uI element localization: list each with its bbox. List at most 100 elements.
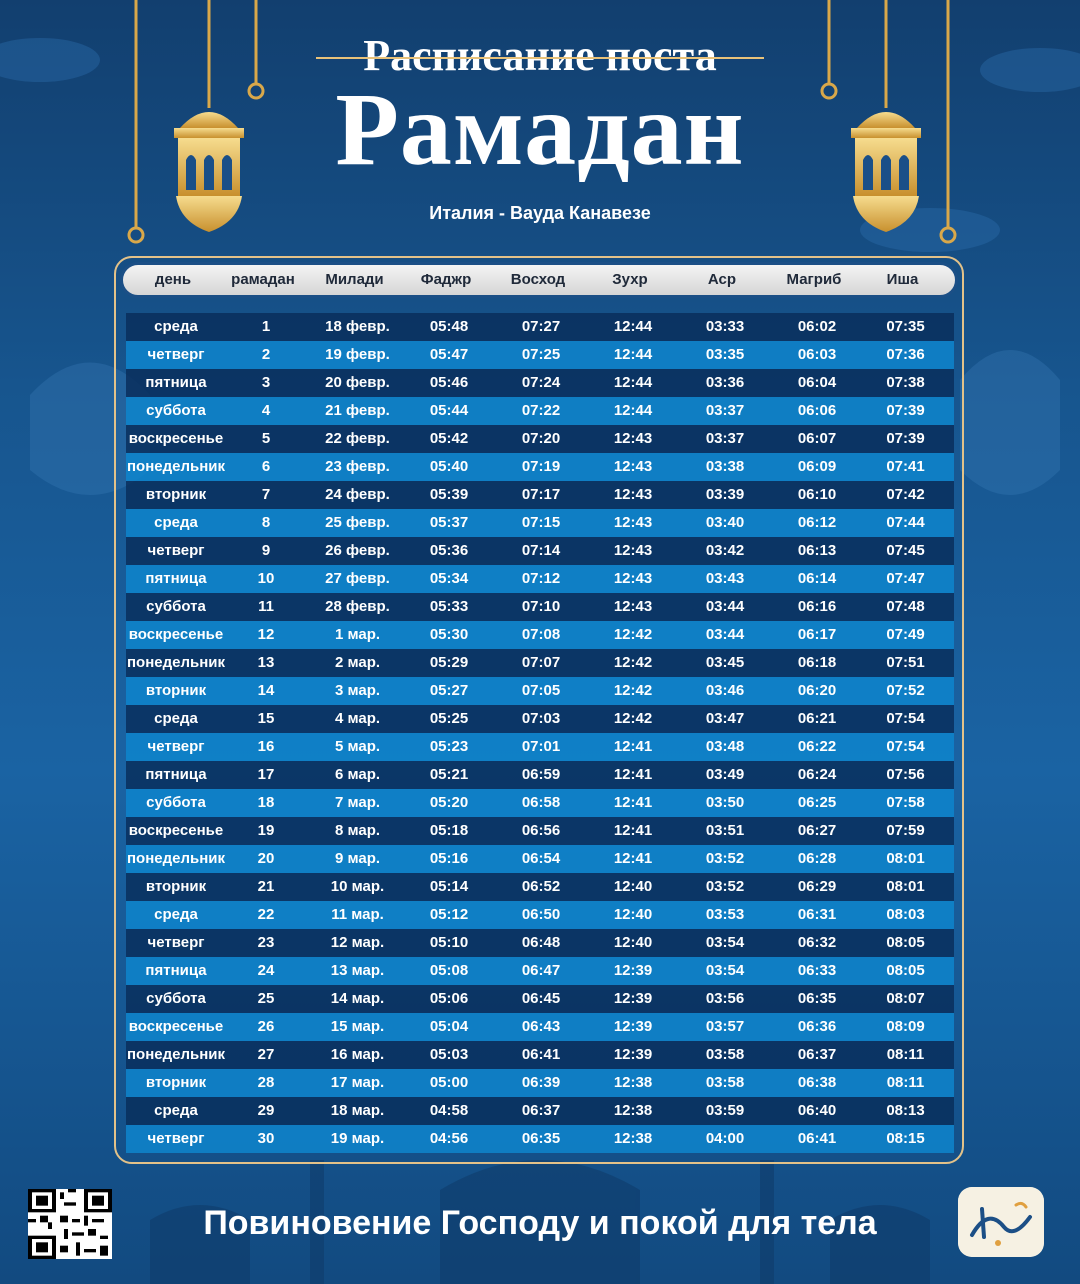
column-header-gregorian: Милади	[325, 271, 384, 288]
cell-fajr: 05:46	[429, 374, 469, 391]
cell-sunrise: 06:50	[521, 906, 561, 923]
column-header-ramadan: рамадан	[231, 271, 295, 288]
cell-asr: 03:58	[705, 1074, 745, 1091]
table-row: вторник 28 17 мар. 05:00 06:39 12:38 03:58 06:3…	[126, 1069, 954, 1097]
cell-sunrise: 06:48	[521, 934, 561, 951]
cell-day: воскресенье	[128, 430, 224, 447]
cell-maghrib: 06:12	[797, 514, 837, 531]
cell-day: среда	[154, 710, 198, 727]
cell-ramadan: 22	[257, 906, 275, 923]
cell-fajr: 05:00	[429, 1074, 469, 1091]
cell-dhuhr: 12:38	[613, 1102, 653, 1119]
cell-isha: 07:59	[886, 822, 925, 839]
cell-maghrib: 06:37	[797, 1046, 837, 1063]
cell-isha: 08:05	[886, 962, 925, 979]
cell-day: понедельник	[126, 654, 226, 671]
column-header-maghrib: Магриб	[786, 271, 842, 288]
cell-isha: 08:01	[886, 850, 925, 867]
cell-fajr: 05:21	[429, 766, 469, 783]
cell-sunrise: 07:05	[521, 682, 561, 699]
cell-asr: 03:44	[705, 626, 745, 643]
cell-fajr: 05:25	[429, 710, 469, 727]
cell-maghrib: 06:03	[797, 346, 837, 363]
cell-maghrib: 06:02	[797, 318, 837, 335]
cell-day: пятница	[145, 766, 207, 783]
table-row: пятница 3 20 февр. 05:46 07:24 12:44 03:36 06:0…	[126, 369, 954, 397]
cell-gregorian: 2 мар.	[334, 654, 381, 671]
cell-sunrise: 07:17	[521, 486, 561, 503]
table-row: воскресенье 12 1 мар. 05:30 07:08 12:42 03:44 0…	[126, 621, 954, 649]
cell-isha: 07:45	[886, 542, 925, 559]
cell-fajr: 05:47	[429, 346, 469, 363]
cell-asr: 03:50	[705, 794, 745, 811]
cell-dhuhr: 12:41	[613, 850, 653, 867]
cell-dhuhr: 12:43	[613, 486, 653, 503]
table-row: пятница 10 27 февр. 05:34 07:12 12:43 03:43 06:…	[126, 565, 954, 593]
table-row: пятница 17 6 мар. 05:21 06:59 12:41 03:49 06:24…	[126, 761, 954, 789]
cell-ramadan: 25	[257, 990, 275, 1007]
cell-ramadan: 26	[257, 1018, 275, 1035]
cell-sunrise: 07:08	[521, 626, 561, 643]
cell-dhuhr: 12:41	[613, 794, 653, 811]
cell-asr: 03:53	[705, 906, 745, 923]
cell-gregorian: 17 мар.	[330, 1074, 385, 1091]
cell-maghrib: 06:33	[797, 962, 837, 979]
cell-ramadan: 1	[261, 318, 271, 335]
cell-dhuhr: 12:44	[613, 346, 653, 363]
cell-ramadan: 14	[257, 682, 275, 699]
cell-asr: 03:49	[705, 766, 745, 783]
cell-asr: 03:46	[705, 682, 745, 699]
table-row: вторник 21 10 мар. 05:14 06:52 12:40 03:52 06:2…	[126, 873, 954, 901]
cell-ramadan: 19	[257, 822, 275, 839]
cell-isha: 08:05	[886, 934, 925, 951]
cell-gregorian: 23 февр.	[325, 458, 390, 475]
cell-fajr: 05:16	[429, 850, 469, 867]
table-row: четверг 16 5 мар. 05:23 07:01 12:41 03:48 06:22…	[126, 733, 954, 761]
cell-dhuhr: 12:44	[613, 374, 653, 391]
table-row: среда 22 11 мар. 05:12 06:50 12:40 03:53 06:31 0…	[126, 901, 954, 929]
lantern-left-icon	[127, 0, 265, 244]
cell-fajr: 05:30	[429, 626, 469, 643]
column-header-fajr: Фаджр	[420, 271, 472, 288]
cell-ramadan: 23	[257, 934, 275, 951]
cell-maghrib: 06:17	[797, 626, 837, 643]
cell-sunrise: 06:54	[521, 850, 561, 867]
cell-gregorian: 4 мар.	[334, 710, 381, 727]
cell-ramadan: 28	[257, 1074, 275, 1091]
cell-maghrib: 06:35	[797, 990, 837, 1007]
cell-ramadan: 21	[257, 878, 275, 895]
cell-dhuhr: 12:44	[613, 402, 653, 419]
cell-dhuhr: 12:38	[613, 1130, 653, 1147]
cell-maghrib: 06:29	[797, 878, 837, 895]
cell-ramadan: 20	[257, 850, 275, 867]
cell-dhuhr: 12:41	[613, 822, 653, 839]
cell-asr: 03:52	[705, 850, 745, 867]
cell-dhuhr: 12:43	[613, 430, 653, 447]
cell-ramadan: 18	[257, 794, 275, 811]
cell-ramadan: 7	[261, 486, 271, 503]
cell-ramadan: 27	[257, 1046, 275, 1063]
cell-ramadan: 3	[261, 374, 271, 391]
cell-dhuhr: 12:44	[613, 318, 653, 335]
cell-dhuhr: 12:40	[613, 934, 653, 951]
table-row: понедельник 6 23 февр. 05:40 07:19 12:43 03:38…	[126, 453, 954, 481]
schedule-table-frame	[114, 256, 964, 1164]
cell-gregorian: 18 февр.	[325, 318, 390, 335]
cell-isha: 08:13	[886, 1102, 925, 1119]
cell-asr: 03:37	[705, 430, 745, 447]
cell-asr: 03:54	[705, 934, 745, 951]
cell-dhuhr: 12:40	[613, 878, 653, 895]
column-header-asr: Аср	[707, 271, 737, 288]
cell-dhuhr: 12:43	[613, 458, 653, 475]
cell-asr: 03:39	[705, 486, 745, 503]
cell-asr: 03:42	[705, 542, 745, 559]
cell-day: суббота	[146, 990, 206, 1007]
cell-day: пятница	[145, 374, 207, 391]
cell-maghrib: 06:16	[797, 598, 837, 615]
cell-fajr: 05:40	[429, 458, 469, 475]
table-row: пятница 24 13 мар. 05:08 06:47 12:39 03:54 06:3…	[126, 957, 954, 985]
cell-asr: 03:37	[705, 402, 745, 419]
cell-gregorian: 28 февр.	[325, 598, 390, 615]
lantern-right-icon	[820, 0, 957, 244]
cell-ramadan: 29	[257, 1102, 275, 1119]
